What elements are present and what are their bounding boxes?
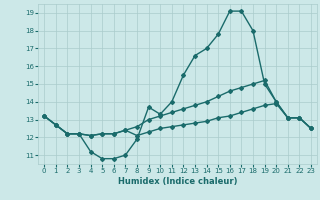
X-axis label: Humidex (Indice chaleur): Humidex (Indice chaleur)	[118, 177, 237, 186]
